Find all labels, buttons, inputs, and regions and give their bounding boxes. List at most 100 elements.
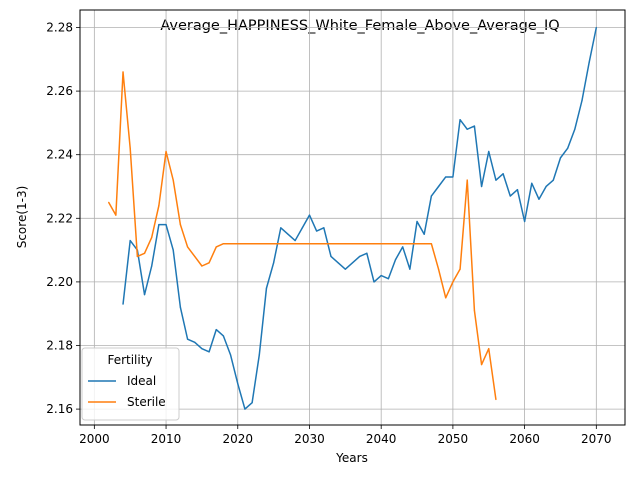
data-point-sterile [388,243,389,244]
data-point-sterile [352,243,353,244]
data-point-sterile [495,399,496,400]
data-point-sterile [295,243,296,244]
data-point-ideal [223,335,224,336]
data-point-sterile [273,243,274,244]
legend-label-sterile: Sterile [127,395,166,409]
data-point-sterile [481,364,482,365]
data-point-sterile [237,243,238,244]
data-point-ideal [574,129,575,130]
data-point-sterile [187,246,188,247]
chart-title: Average_HAPPINESS_White_Female_Above_Ave… [160,18,559,34]
data-point-sterile [144,253,145,254]
data-point-ideal [330,256,331,257]
data-point-sterile [244,243,245,244]
data-point-ideal [596,27,597,28]
x-tick-label: 2060 [509,432,540,446]
data-point-ideal [373,281,374,282]
data-point-ideal [165,224,166,225]
data-point-sterile [266,243,267,244]
data-point-ideal [216,329,217,330]
data-point-ideal [524,221,525,222]
data-point-sterile [259,243,260,244]
data-point-ideal [510,195,511,196]
data-point-ideal [208,351,209,352]
data-point-ideal [359,256,360,257]
data-point-sterile [287,243,288,244]
data-point-ideal [438,186,439,187]
data-point-sterile [180,224,181,225]
data-point-sterile [474,310,475,311]
data-point-ideal [287,234,288,235]
data-point-ideal [581,100,582,101]
data-point-sterile [402,243,403,244]
data-point-ideal [273,262,274,263]
data-point-ideal [230,354,231,355]
data-point-sterile [381,243,382,244]
data-point-ideal [295,240,296,241]
data-point-ideal [144,294,145,295]
data-point-ideal [180,307,181,308]
data-point-ideal [122,304,123,305]
data-point-sterile [201,265,202,266]
data-point-ideal [194,342,195,343]
data-point-sterile [416,243,417,244]
x-tick-label: 2020 [222,432,253,446]
data-point-ideal [302,227,303,228]
data-point-ideal [409,269,410,270]
data-point-ideal [481,186,482,187]
x-tick-label: 2050 [438,432,469,446]
data-point-sterile [165,151,166,152]
data-point-ideal [266,288,267,289]
data-point-sterile [395,243,396,244]
y-axis-label: Score(1-3) [15,186,29,249]
data-point-ideal [252,402,253,403]
x-tick-label: 2010 [151,432,182,446]
data-point-ideal [345,269,346,270]
x-tick-label: 2040 [366,432,397,446]
data-point-sterile [252,243,253,244]
data-point-sterile [194,256,195,257]
data-point-sterile [173,180,174,181]
data-point-ideal [467,129,468,130]
data-point-ideal [553,180,554,181]
data-point-sterile [424,243,425,244]
data-point-sterile [373,243,374,244]
data-point-sterile [115,215,116,216]
data-point-ideal [495,180,496,181]
data-point-ideal [244,409,245,410]
data-point-sterile [122,71,123,72]
data-point-ideal [381,275,382,276]
y-tick-label: 2.22 [46,211,73,225]
data-point-sterile [467,180,468,181]
data-point-sterile [366,243,367,244]
data-point-sterile [359,243,360,244]
data-point-ideal [352,262,353,263]
data-point-sterile [302,243,303,244]
data-point-sterile [280,243,281,244]
data-point-sterile [316,243,317,244]
x-tick-label: 2000 [79,432,110,446]
y-tick-label: 2.18 [46,338,73,352]
data-point-ideal [151,265,152,266]
data-point-ideal [187,339,188,340]
legend-label-ideal: Ideal [127,374,156,388]
x-axis-label: Years [335,451,368,465]
data-point-ideal [323,227,324,228]
data-point-ideal [338,262,339,263]
data-point-sterile [409,243,410,244]
data-point-ideal [259,354,260,355]
x-tick-label: 2070 [581,432,612,446]
data-point-ideal [309,215,310,216]
data-point-sterile [338,243,339,244]
data-point-ideal [201,348,202,349]
data-point-ideal [158,224,159,225]
data-point-sterile [208,262,209,263]
data-point-ideal [431,195,432,196]
data-point-ideal [567,148,568,149]
x-tick-label: 2030 [294,432,325,446]
data-point-ideal [517,189,518,190]
data-point-sterile [309,243,310,244]
data-point-sterile [151,237,152,238]
data-point-sterile [223,243,224,244]
